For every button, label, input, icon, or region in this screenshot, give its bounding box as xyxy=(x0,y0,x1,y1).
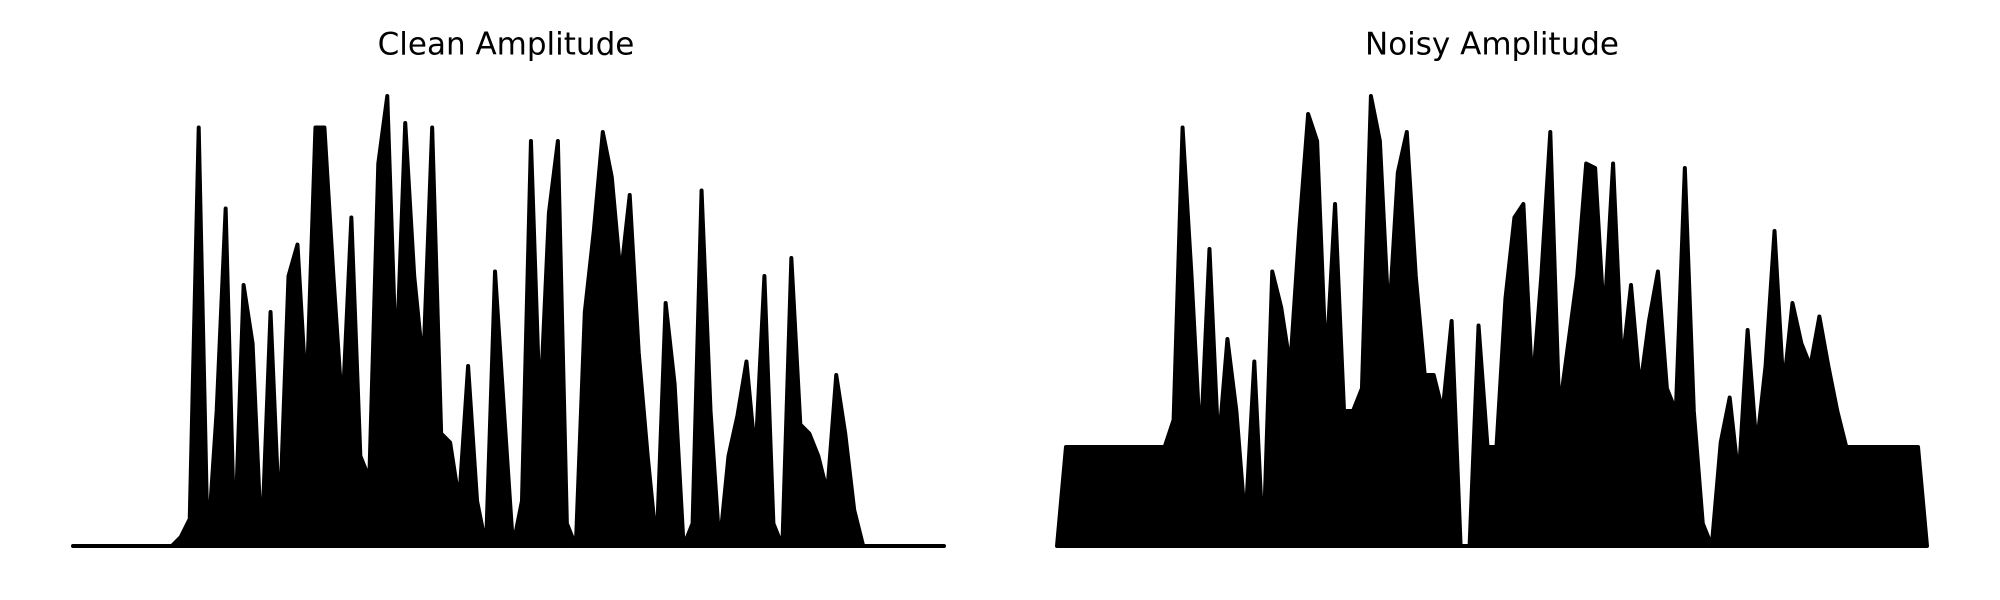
chart-title: Noisy Amplitude xyxy=(1365,27,1619,63)
amplitude-area xyxy=(1055,94,1929,548)
amplitude-area xyxy=(71,94,946,548)
chart-title: Clean Amplitude xyxy=(378,27,635,63)
